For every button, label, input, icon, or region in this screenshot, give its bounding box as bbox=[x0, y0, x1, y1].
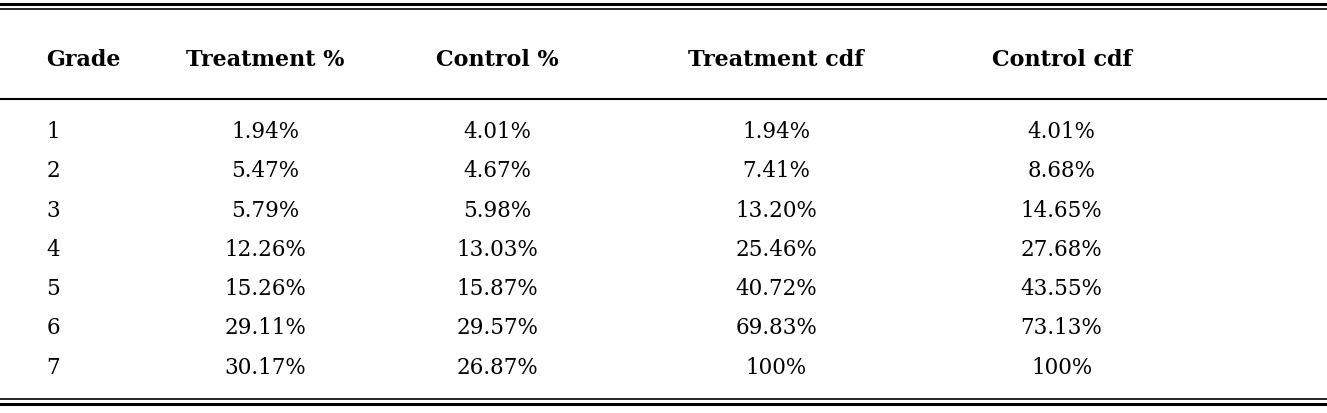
Text: 1.94%: 1.94% bbox=[742, 121, 811, 143]
Text: 5.98%: 5.98% bbox=[463, 199, 532, 222]
Text: 4.01%: 4.01% bbox=[463, 121, 532, 143]
Text: 43.55%: 43.55% bbox=[1020, 278, 1103, 300]
Text: 15.87%: 15.87% bbox=[456, 278, 539, 300]
Text: Control %: Control % bbox=[437, 49, 559, 71]
Text: 69.83%: 69.83% bbox=[735, 317, 817, 339]
Text: 3: 3 bbox=[46, 199, 60, 222]
Text: 100%: 100% bbox=[746, 356, 807, 379]
Text: 4.01%: 4.01% bbox=[1027, 121, 1096, 143]
Text: 4.67%: 4.67% bbox=[463, 160, 532, 183]
Text: 1: 1 bbox=[46, 121, 60, 143]
Text: 8.68%: 8.68% bbox=[1027, 160, 1096, 183]
Text: 73.13%: 73.13% bbox=[1020, 317, 1103, 339]
Text: Control cdf: Control cdf bbox=[991, 49, 1132, 71]
Text: 5: 5 bbox=[46, 278, 60, 300]
Text: 27.68%: 27.68% bbox=[1020, 239, 1103, 261]
Text: 30.17%: 30.17% bbox=[224, 356, 307, 379]
Text: 12.26%: 12.26% bbox=[224, 239, 307, 261]
Text: 29.11%: 29.11% bbox=[224, 317, 307, 339]
Text: 5.79%: 5.79% bbox=[231, 199, 300, 222]
Text: 100%: 100% bbox=[1031, 356, 1092, 379]
Text: 4: 4 bbox=[46, 239, 60, 261]
Text: 29.57%: 29.57% bbox=[456, 317, 539, 339]
Text: 40.72%: 40.72% bbox=[735, 278, 817, 300]
Text: 7.41%: 7.41% bbox=[742, 160, 811, 183]
Text: 13.03%: 13.03% bbox=[456, 239, 539, 261]
Text: Treatment %: Treatment % bbox=[186, 49, 345, 71]
Text: Treatment cdf: Treatment cdf bbox=[689, 49, 864, 71]
Text: 13.20%: 13.20% bbox=[735, 199, 817, 222]
Text: 7: 7 bbox=[46, 356, 60, 379]
Text: 26.87%: 26.87% bbox=[456, 356, 539, 379]
Text: 5.47%: 5.47% bbox=[231, 160, 300, 183]
Text: 2: 2 bbox=[46, 160, 60, 183]
Text: Grade: Grade bbox=[46, 49, 121, 71]
Text: 1.94%: 1.94% bbox=[231, 121, 300, 143]
Text: 6: 6 bbox=[46, 317, 60, 339]
Text: 25.46%: 25.46% bbox=[735, 239, 817, 261]
Text: 15.26%: 15.26% bbox=[224, 278, 307, 300]
Text: 14.65%: 14.65% bbox=[1020, 199, 1103, 222]
